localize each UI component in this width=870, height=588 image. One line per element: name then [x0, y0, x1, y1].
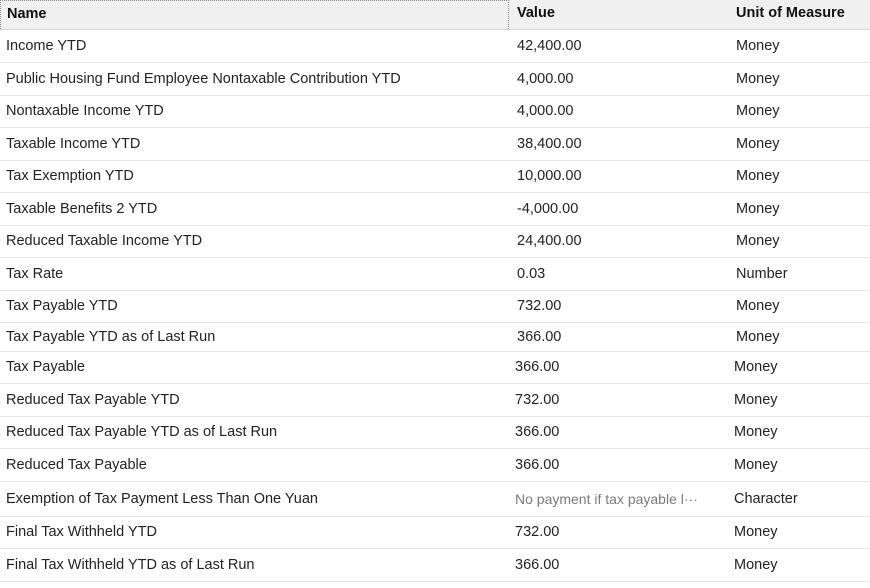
row-unit-cell: Money [736, 38, 780, 54]
row-value-cell: 4,000.00 [517, 103, 574, 119]
table-row[interactable]: Tax Payable YTD as of Last Run 366.00 Mone… [0, 322, 870, 352]
table-row[interactable]: Taxable Income YTD 38,400.00 Money [0, 127, 870, 161]
row-value-cell: 0.03 [517, 265, 546, 282]
table-row[interactable]: Reduced Taxable Income YTD 24,400.00 Money [0, 225, 870, 258]
row-value-cell: 42,400.00 [517, 38, 582, 54]
row-value-cell: No payment if tax payable l··· [515, 490, 698, 507]
table-row[interactable]: Final Tax Withheld YTD 732.00 Money [0, 516, 870, 549]
table-row[interactable]: Nontaxable Income YTD 4,000.00 Money [0, 95, 870, 128]
row-name-cell: Final Tax Withheld YTD as of Last Run [6, 556, 255, 573]
row-unit-cell: Money [736, 103, 780, 119]
row-name-cell: Exemption of Tax Payment Less Than One Y… [6, 490, 318, 507]
table-row[interactable]: Tax Payable 366.00 Money [0, 351, 870, 384]
table-row[interactable]: Tax Exemption YTD 10,000.00 Money [0, 160, 870, 193]
table-row[interactable]: Final Tax Withheld YTD as of Last Run 366… [0, 548, 870, 582]
row-name-cell: Reduced Tax Payable YTD as of Last Run [6, 424, 278, 440]
row-unit-cell: Money [734, 391, 778, 408]
row-value-cell: 732.00 [517, 298, 562, 314]
row-name-cell: Income YTD [6, 38, 87, 54]
row-name-cell: Reduced Tax Payable [6, 456, 147, 473]
row-name-cell: Tax Payable [6, 359, 85, 375]
row-name-cell: Reduced Taxable Income YTD [6, 233, 203, 249]
row-value-cell: -4,000.00 [517, 200, 579, 217]
row-value-cell: 10,000.00 [517, 168, 582, 184]
row-unit-cell: Money [736, 70, 780, 87]
table-row[interactable]: Reduced Tax Payable YTD as of Last Run 36… [0, 416, 870, 449]
row-unit-cell: Money [734, 524, 778, 540]
table-row[interactable]: Reduced Tax Payable 366.00 Money [0, 448, 870, 482]
row-name-cell: Reduced Tax Payable YTD [6, 391, 180, 408]
row-name-cell: Tax Exemption YTD [6, 168, 134, 184]
row-unit-cell: Money [736, 200, 780, 217]
row-value-cell: 732.00 [515, 391, 560, 408]
table-row[interactable]: Tax Rate 0.03 Number [0, 257, 870, 291]
column-header-unit-of-measure[interactable]: Unit of Measure [736, 5, 845, 21]
row-value-cell: 366.00 [515, 359, 560, 375]
row-value-cell: 366.00 [515, 556, 560, 573]
row-value-cell: 4,000.00 [517, 70, 574, 87]
row-unit-cell: Money [736, 298, 780, 314]
row-value-cell: 366.00 [515, 456, 560, 473]
row-name-cell: Tax Payable YTD as of Last Run [6, 328, 216, 345]
column-header-value[interactable]: Value [517, 5, 555, 21]
row-name-cell: Nontaxable Income YTD [6, 103, 164, 119]
row-value-cell: 38,400.00 [517, 135, 582, 152]
table-row[interactable]: Taxable Benefits 2 YTD -4,000.00 Money [0, 192, 870, 226]
row-unit-cell: Money [736, 135, 780, 152]
column-header-name[interactable]: Name [0, 0, 509, 29]
row-name-cell: Public Housing Fund Employee Nontaxable … [6, 70, 401, 87]
table-row[interactable]: Public Housing Fund Employee Nontaxable … [0, 62, 870, 96]
row-unit-cell: Money [734, 424, 778, 440]
row-name-cell: Tax Rate [6, 265, 64, 282]
row-unit-cell: Number [736, 265, 788, 282]
row-name-cell: Final Tax Withheld YTD [6, 524, 157, 540]
row-value-cell: 366.00 [517, 328, 562, 345]
row-unit-cell: Money [736, 233, 780, 249]
row-name-cell: Tax Payable YTD [6, 298, 118, 314]
row-unit-cell: Money [734, 456, 778, 473]
row-value-cell: 732.00 [515, 524, 560, 540]
row-unit-cell: Character [734, 490, 798, 507]
table-row[interactable]: Exemption of Tax Payment Less Than One Y… [0, 481, 870, 517]
table-row[interactable]: Tax Payable YTD 732.00 Money [0, 290, 870, 323]
row-unit-cell: Money [736, 328, 780, 345]
row-unit-cell: Money [734, 359, 778, 375]
row-name-cell: Taxable Benefits 2 YTD [6, 200, 158, 217]
row-unit-cell: Money [734, 556, 778, 573]
table-row[interactable]: Reduced Tax Payable YTD 732.00 Money [0, 383, 870, 417]
row-unit-cell: Money [736, 168, 780, 184]
row-name-cell: Taxable Income YTD [6, 135, 141, 152]
table-header: Name Value Unit of Measure [0, 0, 870, 30]
table-row[interactable]: Income YTD 42,400.00 Money [0, 30, 870, 63]
row-value-cell: 366.00 [515, 424, 560, 440]
row-value-cell: 24,400.00 [517, 233, 582, 249]
